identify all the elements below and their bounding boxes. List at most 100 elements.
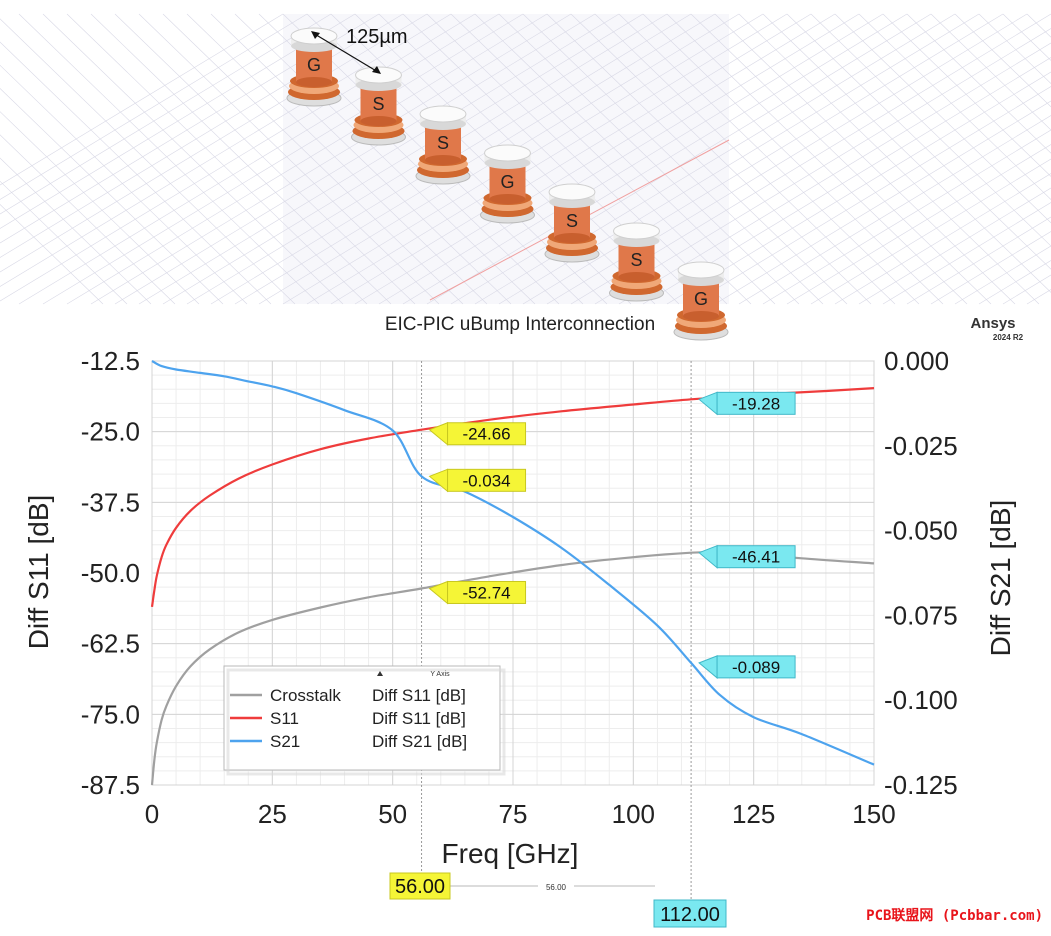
grid-line: [0, 13, 356, 229]
grid-line: [0, 13, 428, 273]
bump-cap: [548, 183, 596, 201]
grid-line: [882, 13, 1051, 177]
grid-line: [522, 13, 1004, 305]
bump-cap: [613, 222, 660, 240]
bump-cap: [677, 261, 725, 279]
marker-readout: 56.00 56.00 112.00: [389, 872, 727, 928]
y-left-tick-label: -75.0: [81, 699, 140, 729]
watermark: PCB联盟网 (Pcbbar.com): [866, 908, 1043, 924]
grid-line: [786, 144, 1051, 305]
grid-line: [378, 13, 860, 305]
grid-line: [162, 13, 644, 305]
bump-array: G S S G S S G: [286, 27, 729, 341]
bump-body-bottom: [554, 233, 590, 243]
grid-line: [114, 13, 596, 305]
annotation-label: -19.28: [732, 394, 780, 413]
grid-line: [186, 13, 488, 305]
bump: S: [415, 105, 471, 185]
grid-line: [0, 157, 152, 305]
annotation-box: [716, 391, 796, 415]
y-right-tick-label: -0.125: [884, 770, 958, 800]
grid-line: [114, 13, 416, 305]
y-left-tick-label: -50.0: [81, 558, 140, 588]
series-s11: [150, 387, 875, 608]
y-right-tick-label: -0.050: [884, 516, 958, 546]
grid-line: [522, 13, 824, 305]
y-left-axis-label: Diff S11 [dB]: [23, 495, 54, 650]
annotation-label: -24.66: [462, 425, 510, 444]
legend-series-axis: Diff S21 [dB]: [372, 732, 467, 751]
grid-line: [858, 13, 1051, 201]
legend-entries: Crosstalk Diff S11 [dB] S11 Diff S11 [dB] S2…: [230, 686, 467, 751]
marker-2-box: [653, 899, 727, 928]
grid-line: [954, 245, 1051, 305]
grid-line: [18, 13, 500, 305]
grid-line: [234, 13, 716, 305]
grid-line: [162, 13, 464, 305]
grid-line: [90, 13, 392, 305]
dimension-arrow: [311, 31, 381, 74]
figure-subtitle: EIC-PIC uBump Interconnection: [385, 314, 655, 335]
y-right-axis-label: Diff S21 [dB]: [985, 500, 1016, 657]
bump-body-bottom: [425, 155, 461, 165]
grid-line: [42, 13, 524, 305]
grid-line: [762, 13, 1051, 293]
grid-line: [690, 86, 1051, 305]
grid-line: [0, 204, 104, 305]
y-left-tick-labels: -12.5 -25.0 -37.5 -50.0 -62.5 -75.0 -87.5: [81, 346, 140, 800]
grid-line: [0, 180, 128, 305]
legend-box: [223, 665, 501, 771]
grid-line: [0, 13, 476, 302]
annotation-label: -52.74: [462, 583, 510, 602]
bump-cap: [355, 66, 402, 84]
grid-line: [354, 13, 836, 305]
legend-series-axis: Diff S11 [dB]: [372, 709, 466, 728]
grid-line: [498, 13, 800, 305]
marker-annotations: -24.66 -0.034 -52.74 -19.28 -46.41 -0.089: [428, 391, 796, 679]
grid-line: [66, 13, 368, 305]
grid-line: [906, 216, 1051, 305]
legend-series-axis: Diff S11 [dB]: [372, 686, 466, 705]
legend-sort-icon: [377, 671, 383, 676]
grid-line: [0, 134, 176, 305]
series-s21: [151, 360, 875, 766]
bump-label: G: [694, 289, 708, 309]
grid-line: [978, 260, 1051, 305]
x-tick-label: 25: [258, 799, 287, 829]
grid-line: [210, 13, 512, 305]
s-parameter-chart: 0 25 50 75 100 125 150 -12.5 -25.0 -37.5 -50.0 -62…: [23, 346, 1016, 928]
grid-line: [1026, 13, 1051, 38]
bump-label: G: [500, 172, 514, 192]
legend-series-name: Crosstalk: [270, 686, 341, 705]
x-tick-label: 75: [499, 799, 528, 829]
brand-logo: Ansys: [970, 315, 1015, 332]
grid-line: [738, 13, 1040, 305]
grid-line: [834, 173, 1051, 305]
grid-line: [18, 13, 320, 305]
x-tick-label: 50: [378, 799, 407, 829]
legend-header: Y Axis: [430, 671, 450, 678]
grid-line: [42, 13, 344, 305]
bump-cap: [419, 105, 467, 123]
bump-body-bottom: [683, 311, 719, 321]
annotation-box: [716, 545, 796, 569]
legend-series-name: S21: [270, 732, 300, 751]
grid-line: [642, 57, 1051, 305]
annotation-label: -0.089: [732, 658, 780, 677]
grid-line: [90, 13, 572, 305]
bump-label: S: [566, 211, 578, 231]
grid-line: [978, 13, 1051, 85]
grid-line: [426, 13, 908, 305]
grid-line: [0, 13, 284, 186]
grid-line: [618, 13, 920, 305]
bump-body-bottom: [296, 77, 332, 87]
grid-line: [402, 13, 884, 305]
grid-line: [66, 13, 548, 305]
grid-line: [426, 13, 728, 305]
x-tick-label: 0: [145, 799, 159, 829]
grid-line: [834, 13, 1051, 224]
bump: G: [286, 27, 342, 107]
bump-label: S: [630, 250, 642, 270]
